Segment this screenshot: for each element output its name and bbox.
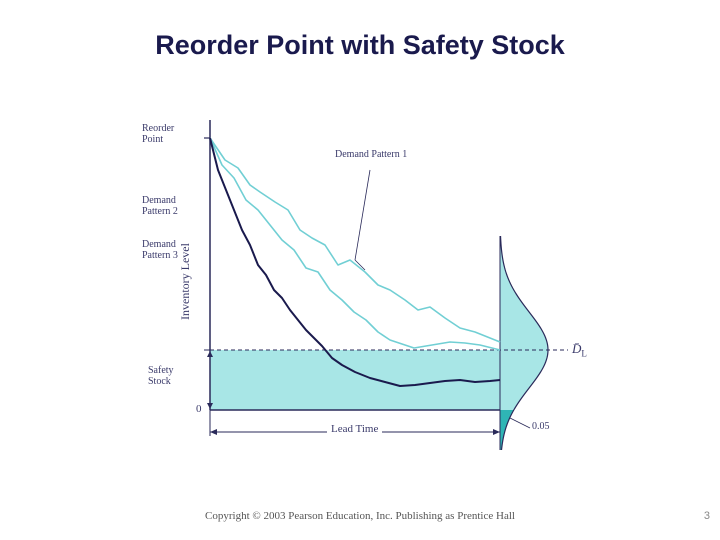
reorder-point-label: ReorderPoint: [142, 124, 174, 145]
lead-time-label: Lead Time: [327, 424, 382, 436]
y-axis-label: Inventory Level: [178, 243, 193, 320]
slide-title: Reorder Point with Safety Stock: [0, 30, 720, 61]
copyright-footer: Copyright © 2003 Pearson Education, Inc.…: [0, 510, 720, 522]
d-bar-l-label: D̄L: [572, 342, 587, 359]
demand-pattern-2-label: DemandPattern 2: [142, 196, 178, 217]
demand-pattern-3-label: DemandPattern 3: [142, 240, 178, 261]
reorder-point-chart: [160, 110, 570, 450]
zero-label: 0: [196, 404, 202, 416]
safety-stock-label: SafetyStock: [148, 366, 174, 387]
page-number: 3: [704, 510, 710, 522]
demand-pattern-1-label: Demand Pattern 1: [335, 150, 407, 161]
tail-probability-label: 0.05: [532, 422, 550, 433]
chart-region: Inventory Level ReorderPoint Demand Patt…: [160, 110, 570, 450]
